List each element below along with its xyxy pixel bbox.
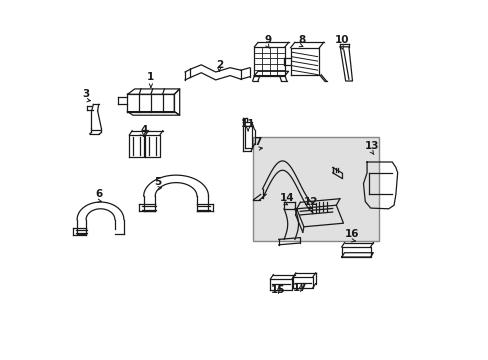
Text: 5: 5	[154, 177, 162, 187]
Text: 1: 1	[147, 72, 154, 82]
Text: 8: 8	[298, 35, 305, 45]
Text: 12: 12	[303, 197, 318, 207]
Text: 16: 16	[345, 229, 359, 239]
Text: 9: 9	[264, 35, 271, 45]
Text: 6: 6	[95, 189, 102, 199]
Text: 7: 7	[254, 137, 261, 147]
Text: 2: 2	[215, 60, 223, 70]
Text: 17: 17	[292, 283, 307, 293]
Text: 14: 14	[279, 193, 294, 203]
Text: 11: 11	[241, 119, 255, 129]
Text: 15: 15	[270, 285, 285, 295]
Text: 10: 10	[334, 35, 348, 45]
Text: 4: 4	[140, 125, 147, 135]
Bar	[253, 137, 379, 241]
Text: 3: 3	[82, 89, 89, 99]
Text: 13: 13	[365, 141, 379, 151]
